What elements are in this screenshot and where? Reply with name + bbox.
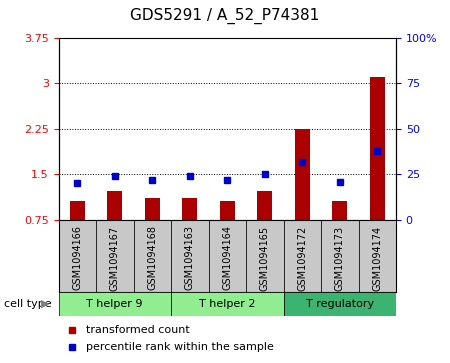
Bar [171,292,284,316]
Bar [96,220,134,292]
Text: T helper 9: T helper 9 [86,299,143,309]
Bar [107,191,122,220]
Text: GSM1094163: GSM1094163 [185,225,195,290]
Bar [58,220,96,292]
Bar [182,199,197,220]
Text: GSM1094164: GSM1094164 [222,225,232,290]
Bar [284,220,321,292]
Bar [284,292,396,316]
Text: GSM1094174: GSM1094174 [372,225,382,290]
Bar [58,292,171,316]
Bar [145,199,160,220]
Text: ▶: ▶ [41,299,50,309]
Text: T regulatory: T regulatory [306,299,374,309]
Text: GSM1094172: GSM1094172 [297,225,307,291]
Bar [134,220,171,292]
Bar [70,201,85,220]
Bar [295,129,310,220]
Text: GSM1094168: GSM1094168 [147,225,157,290]
Text: GSM1094166: GSM1094166 [72,225,82,290]
Text: percentile rank within the sample: percentile rank within the sample [86,342,274,352]
Bar [359,220,396,292]
Text: GSM1094173: GSM1094173 [335,225,345,290]
Text: GDS5291 / A_52_P74381: GDS5291 / A_52_P74381 [130,7,320,24]
Text: transformed count: transformed count [86,325,189,335]
Text: GSM1094165: GSM1094165 [260,225,270,290]
Bar [220,201,235,220]
Bar [171,220,208,292]
Bar [370,77,385,220]
Bar [246,220,284,292]
Text: GSM1094167: GSM1094167 [110,225,120,290]
Text: cell type: cell type [4,299,52,309]
Text: T helper 2: T helper 2 [199,299,256,309]
Bar [321,220,359,292]
Bar [208,220,246,292]
Bar [332,201,347,220]
Bar [257,191,272,220]
